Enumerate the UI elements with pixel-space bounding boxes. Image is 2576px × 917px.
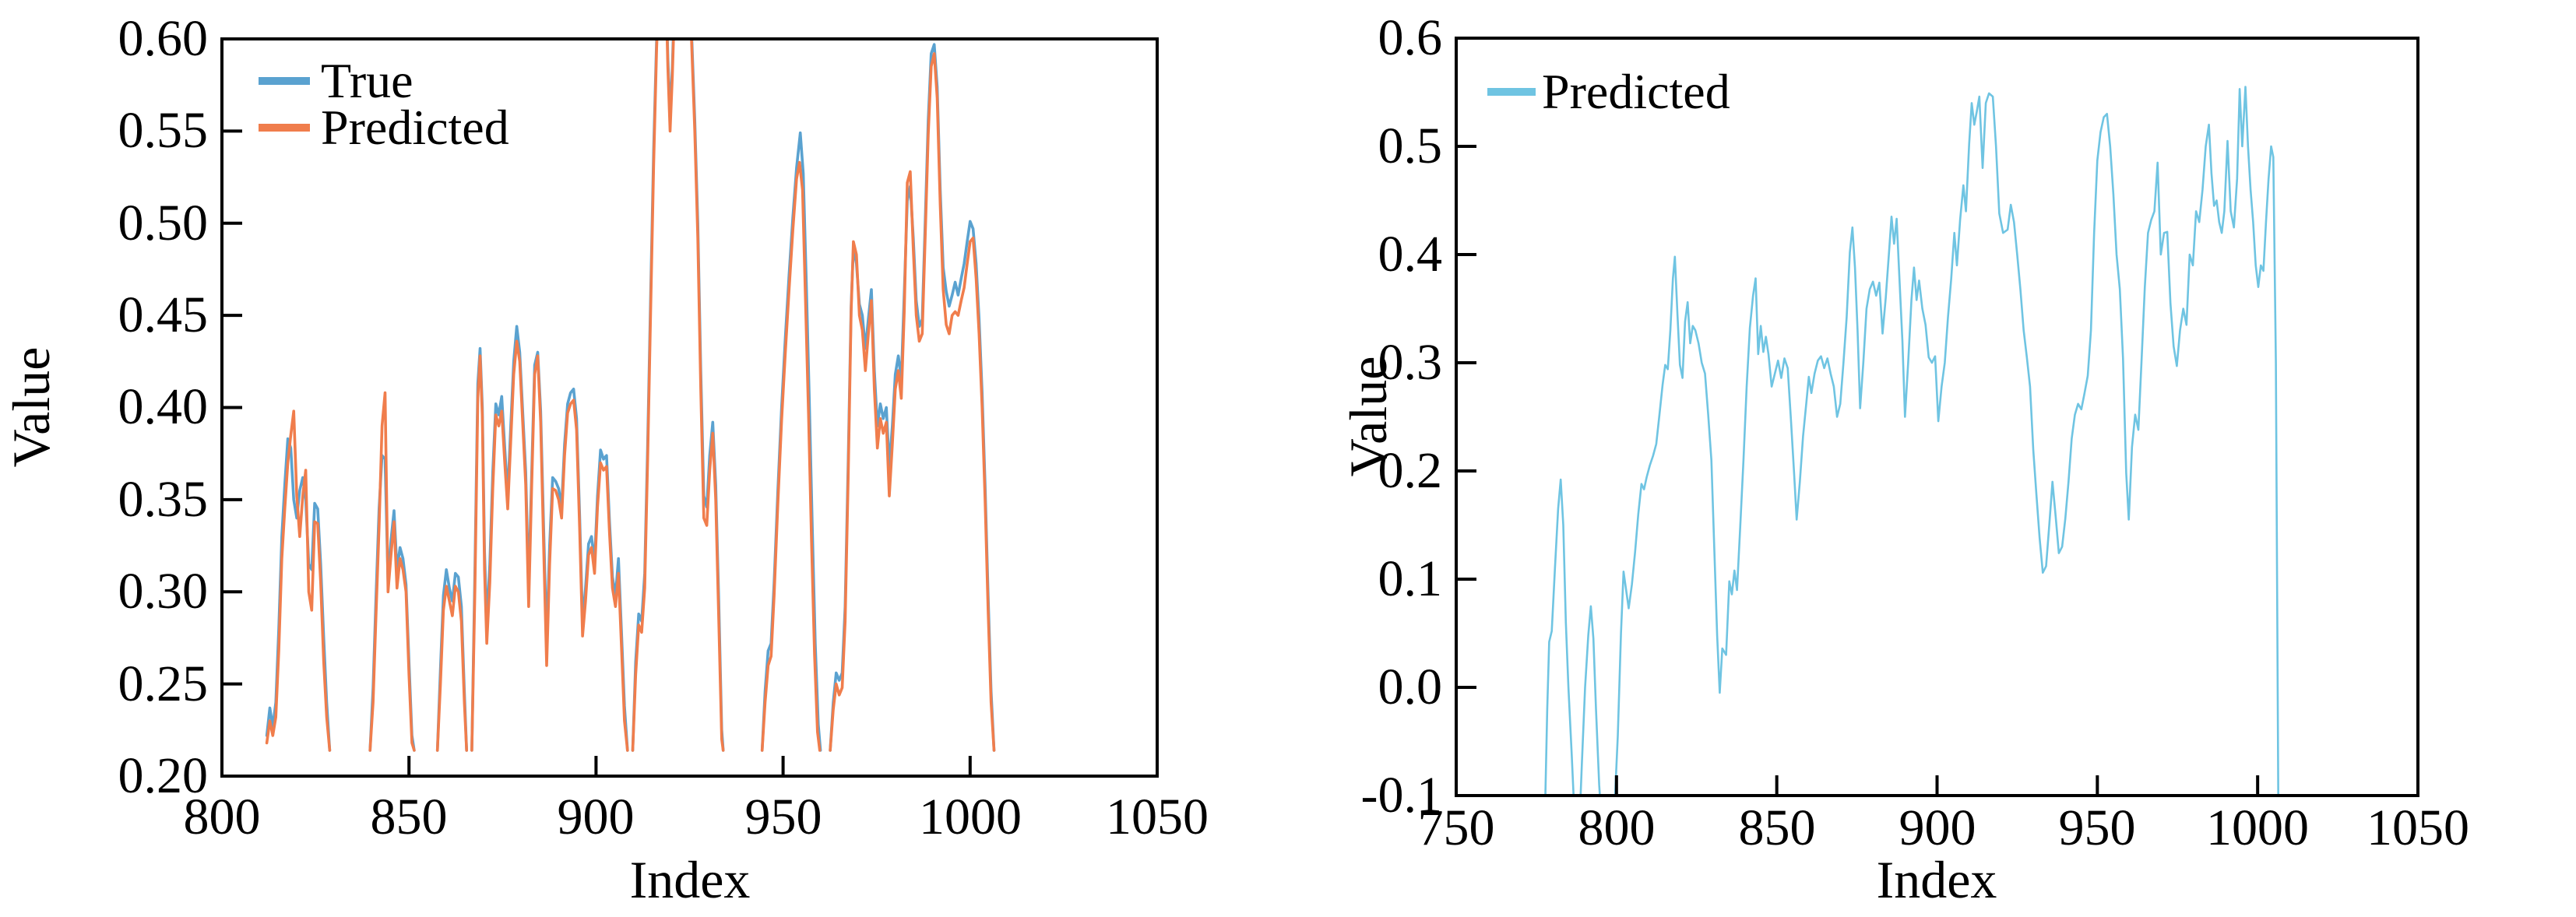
left-x-tick-label: 1050 [1106, 789, 1209, 845]
right-x-tick-label: 900 [1899, 799, 1976, 856]
left-y-tick-label: 0.35 [118, 471, 209, 528]
right-y-tick-label: 0.3 [1378, 334, 1443, 391]
right-y-tick-label: 0.2 [1378, 442, 1443, 499]
right-y-axis-title: Value [1339, 356, 1398, 477]
right-y-tick-label: 0.0 [1378, 659, 1443, 715]
left-x-tick-label: 850 [370, 789, 448, 845]
right-y-tick-label: 0.4 [1378, 226, 1443, 283]
right-x-tick-label: 1000 [2206, 799, 2309, 856]
left-y-tick-label: 0.50 [118, 195, 209, 251]
left-legend-label-true: True [321, 53, 413, 108]
right-chart-series-predicted [1544, 86, 2279, 796]
right-chart-frame [1455, 37, 2419, 797]
left-y-tick-label: 0.40 [118, 378, 209, 435]
left-y-axis-title: Value [2, 346, 61, 468]
left-x-tick-label: 950 [744, 789, 822, 845]
right-x-tick-label: 750 [1417, 799, 1495, 856]
left-y-tick-label: 0.55 [118, 102, 209, 159]
right-x-tick-label: 800 [1578, 799, 1656, 856]
left-y-tick-label: 0.30 [118, 563, 209, 620]
right-y-tick-label: -0.1 [1360, 767, 1442, 824]
left-y-tick-label: 0.25 [118, 655, 209, 712]
right-chart [1455, 37, 2419, 797]
left-legend-label-predicted: Predicted [321, 100, 509, 155]
right-y-tick-label: 0.6 [1378, 9, 1443, 66]
left-y-tick-label: 0.60 [118, 10, 209, 67]
right-y-tick-label: 0.1 [1378, 550, 1443, 607]
right-x-tick-label: 1050 [2367, 799, 2469, 856]
left-chart-series-predicted [265, 39, 996, 752]
right-legend-label-predicted: Predicted [1542, 64, 1730, 119]
left-chart [220, 37, 1159, 778]
left-x-axis-title: Index [629, 850, 751, 909]
right-x-tick-label: 850 [1738, 799, 1816, 856]
left-x-tick-label: 800 [183, 789, 261, 845]
right-x-axis-title: Index [1876, 850, 1997, 909]
left-x-tick-label: 1000 [919, 789, 1022, 845]
left-y-tick-label: 0.20 [118, 747, 209, 804]
left-x-tick-label: 900 [557, 789, 635, 845]
right-x-tick-label: 950 [2058, 799, 2136, 856]
left-y-tick-label: 0.45 [118, 286, 209, 343]
right-y-tick-label: 0.5 [1378, 118, 1443, 174]
